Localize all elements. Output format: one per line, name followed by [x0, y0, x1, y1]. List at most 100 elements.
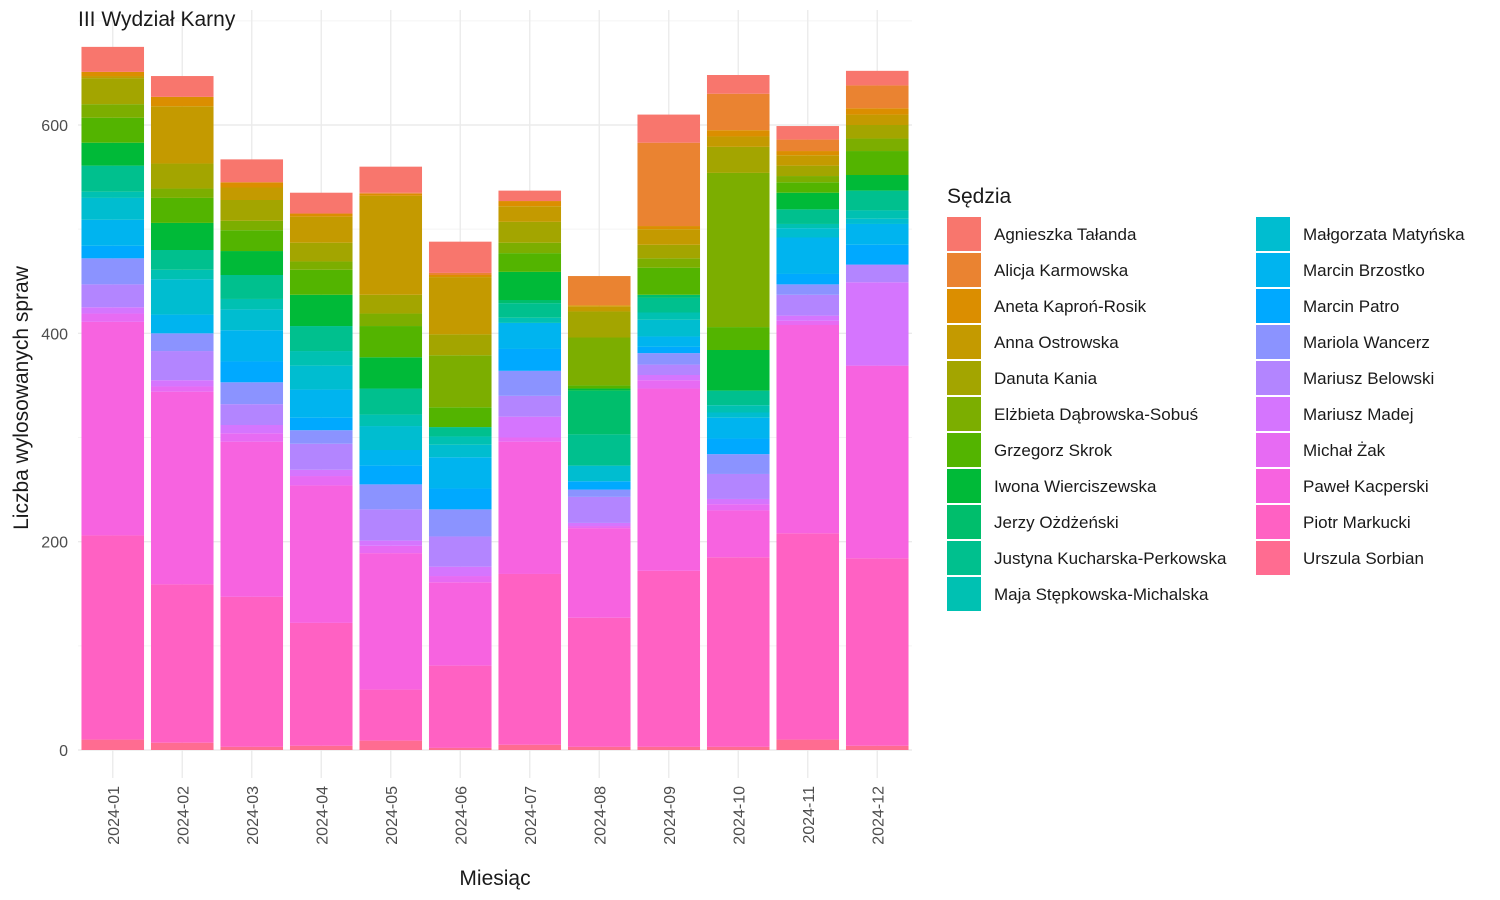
bar-segment [845, 85, 909, 109]
bar-segment [81, 284, 145, 308]
bar-segment [706, 510, 770, 558]
legend-key [1256, 217, 1290, 251]
bar-segment [150, 96, 214, 107]
legend-key [1256, 397, 1290, 431]
bar-segment [220, 275, 284, 299]
legend-key [1256, 541, 1290, 575]
bar-segment [220, 187, 284, 200]
bar-segment [81, 104, 145, 118]
bar-segment [845, 282, 909, 366]
legend-label: Urszula Sorbian [1303, 549, 1424, 568]
bar-segment [498, 303, 562, 318]
bar-segment [428, 509, 492, 537]
bar-segment [150, 351, 214, 381]
legend-label: Marcin Brzostko [1303, 261, 1425, 280]
bar-segment [81, 739, 145, 750]
bar-segment [706, 454, 770, 474]
bar-segment [289, 192, 353, 214]
bar-segment [567, 617, 631, 747]
bar-segment [359, 195, 423, 295]
bar-segment [428, 334, 492, 356]
bar-segment [567, 746, 631, 750]
legend-key [1256, 505, 1290, 539]
bar-segment [359, 465, 423, 485]
x-tick-label: 2024-09 [662, 786, 679, 845]
bar-segment [776, 320, 840, 325]
bar-segment [706, 746, 770, 750]
bar-segment [359, 294, 423, 314]
bar-segment [498, 253, 562, 272]
bar-segment [428, 457, 492, 489]
legend-label: Paweł Kacperski [1303, 477, 1429, 496]
legend-label: Maja Stępkowska-Michalska [994, 585, 1209, 604]
bar-segment [845, 264, 909, 283]
bar-segment [567, 489, 631, 497]
bar-segment [220, 382, 284, 405]
bar-segment [845, 210, 909, 219]
bar-segment [637, 570, 701, 747]
bar-segment [150, 314, 214, 334]
bar-segment [567, 496, 631, 523]
bar-segment [567, 305, 631, 307]
bar-segment [150, 197, 214, 223]
bar-segment [776, 192, 840, 210]
bar-segment [498, 221, 562, 243]
bar-segment [150, 188, 214, 198]
bar-segment [220, 596, 284, 747]
bar-segment [637, 336, 701, 347]
legend-label: Iwona Wierciszewska [994, 477, 1157, 496]
bar-segment [845, 175, 909, 191]
bar-segment [81, 76, 145, 79]
legend-key [947, 469, 981, 503]
bar-segment [428, 277, 492, 335]
legend-key [947, 505, 981, 539]
bar-segment [498, 348, 562, 371]
bar-segment [150, 76, 214, 97]
bar-segment [567, 481, 631, 490]
legend-title: Sędzia [947, 185, 1012, 208]
legend-label: Michał Żak [1303, 441, 1386, 460]
bar-segment [498, 206, 562, 222]
bar-segment [706, 412, 770, 418]
bar-segment [428, 407, 492, 428]
bar-segment [220, 425, 284, 434]
x-tick-label: 2024-08 [592, 786, 609, 845]
bar-segment [359, 545, 423, 554]
bar-segment [359, 740, 423, 750]
bar-segment [359, 193, 423, 196]
bar-segment [359, 553, 423, 690]
bar-segment [706, 172, 770, 328]
bar-segment [706, 557, 770, 747]
bar-segment [637, 229, 701, 245]
legend-label: Danuta Kania [994, 369, 1098, 388]
bar-segment [81, 535, 145, 740]
bar-segment [289, 351, 353, 366]
bar-segment [776, 209, 840, 224]
legend-key [947, 433, 981, 467]
legend-key [947, 253, 981, 287]
legend-label: Mariola Wancerz [1303, 333, 1430, 352]
bar-segment [776, 325, 840, 534]
x-tick-label: 2024-12 [870, 786, 887, 845]
legend-label: Marcin Patro [1303, 297, 1399, 316]
bar-segment [81, 258, 145, 285]
x-tick-label: 2024-01 [106, 786, 123, 845]
bar-segment [428, 747, 492, 750]
bar-segment [428, 536, 492, 567]
bar-segment [220, 251, 284, 275]
bar-segment [359, 326, 423, 358]
bar-segment [81, 191, 145, 198]
bar-segment [637, 746, 701, 750]
bar-segment [637, 380, 701, 389]
bar-segment [637, 312, 701, 320]
legend-key [947, 361, 981, 395]
bar-segment [289, 389, 353, 418]
x-tick-label: 2024-05 [384, 786, 401, 845]
bar-segment [150, 386, 214, 392]
bar-segment [498, 242, 562, 254]
bar-segment [706, 405, 770, 413]
bar-segment [776, 228, 840, 238]
bar-segment [637, 364, 701, 375]
bar-segment [637, 297, 701, 313]
bar-segment [776, 223, 840, 229]
